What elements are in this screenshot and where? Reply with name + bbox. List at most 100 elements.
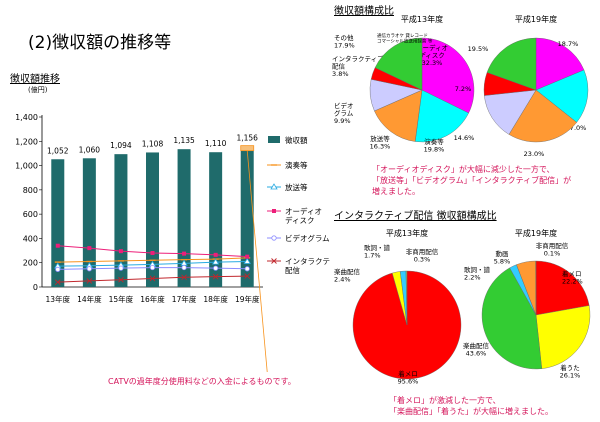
pie-slice-value: 9.9% bbox=[334, 117, 351, 125]
pie-slice-value: 32.3% bbox=[422, 59, 443, 67]
pie-title: 平成13年度 bbox=[401, 14, 443, 24]
series-marker bbox=[54, 279, 61, 285]
x-tick-label: 16年度 bbox=[140, 294, 165, 304]
pie-slice-label: 着メロ bbox=[398, 369, 418, 378]
pie-slice-value: 0.1% bbox=[544, 250, 561, 258]
series-marker bbox=[271, 235, 277, 241]
pie-title: 平成13年度 bbox=[386, 228, 428, 238]
legend-label: インタラクティブ bbox=[285, 256, 330, 266]
pie-slice-value: 14.6% bbox=[454, 134, 475, 142]
pie-slice-label: インタラクティブ bbox=[332, 54, 384, 63]
pie-slice bbox=[414, 89, 469, 143]
y-tick-label: 0 bbox=[33, 283, 38, 292]
legend-label: 配信 bbox=[285, 265, 300, 275]
pie-slice bbox=[405, 270, 408, 326]
series-marker bbox=[55, 266, 61, 272]
pie-slice-value: 7.2% bbox=[455, 85, 472, 93]
interactive-section-title: インタラクティブ配信 徴収額構成比 bbox=[334, 211, 497, 222]
bar-value-label: 1,052 bbox=[47, 146, 69, 155]
series-marker bbox=[212, 273, 219, 280]
pie-slice-value: 23.0% bbox=[524, 150, 545, 158]
pie-slice-value: 43.6% bbox=[466, 350, 487, 358]
pie-slice-label: 演奏等 bbox=[424, 137, 444, 146]
composition-section-title: 徴収額構成比 bbox=[334, 6, 394, 17]
series-marker bbox=[271, 258, 277, 264]
series-marker bbox=[272, 209, 276, 213]
pie-annotation: 通信カラオケ 貸レコード bbox=[377, 32, 428, 39]
pie-slice-value: 0.3% bbox=[414, 256, 431, 264]
composition-note: 「オーディオディスク」が大幅に減少した一方で、 「放送等」「ビデオグラム」「イン… bbox=[372, 164, 598, 197]
series-marker bbox=[87, 246, 92, 251]
bar bbox=[51, 159, 65, 287]
series-marker bbox=[181, 264, 187, 271]
footnote: CATVの過年度分使用料などの入金によるものです。 bbox=[108, 377, 296, 386]
pie-slice-value: 2.4% bbox=[334, 276, 351, 284]
pie-slice-value: 5.8% bbox=[494, 258, 511, 266]
series-marker bbox=[149, 275, 156, 282]
x-tick-label: 19年度 bbox=[235, 294, 260, 304]
pie-slice-label: 非商用配信 bbox=[536, 241, 569, 250]
series-marker bbox=[118, 276, 124, 283]
pie-title: 平成19年度 bbox=[515, 14, 557, 24]
pie-slice bbox=[374, 89, 423, 142]
bar bbox=[114, 154, 128, 287]
bar bbox=[240, 146, 254, 287]
pie-slice-value: 17.0% bbox=[566, 124, 587, 132]
interactive-note-line: 「楽曲配信」「着うた」が大幅に増えました。 bbox=[389, 407, 553, 416]
pie-slice-label: オーディオ bbox=[416, 43, 448, 52]
composition-note-line: 「オーディオディスク」が大幅に減少した一方で、 bbox=[372, 165, 555, 174]
y-tick-label: 400 bbox=[23, 234, 38, 243]
legend-label: 徴収額 bbox=[285, 135, 308, 145]
series-marker bbox=[55, 243, 60, 248]
legend-label: 演奏等 bbox=[285, 160, 308, 170]
series-marker bbox=[118, 265, 124, 271]
pie-slice-label: 歌詞・譜 bbox=[364, 243, 391, 252]
series-marker bbox=[245, 254, 250, 259]
highlight-box bbox=[240, 145, 255, 152]
pie-charts: 平成13年度オーディオディスク32.3%演奏等19.8%放送等16.3%ビデオグ… bbox=[332, 14, 591, 386]
series-marker bbox=[244, 266, 250, 272]
y-axis-label: (億円) bbox=[28, 85, 48, 94]
interactive-note-line: 「着メロ」が激減した一方で、 bbox=[389, 396, 501, 405]
footnote-leader bbox=[246, 150, 268, 373]
pie-slice bbox=[421, 37, 475, 114]
bar-value-label: 1,156 bbox=[236, 134, 258, 143]
series-marker bbox=[213, 265, 219, 271]
legend-label: ビデオグラム bbox=[285, 233, 330, 243]
pie-slice-label: 楽曲配信 bbox=[334, 267, 361, 276]
pie-slice-value: 22.2% bbox=[562, 278, 583, 286]
pie-slice bbox=[486, 37, 537, 91]
legend-label: オーディオ bbox=[285, 206, 322, 216]
series-marker bbox=[270, 183, 278, 190]
pie-slice-label: 楽曲配信 bbox=[463, 341, 490, 350]
series-marker bbox=[181, 274, 187, 281]
y-tick-label: 800 bbox=[23, 186, 38, 195]
pie-slice-value: 26.1% bbox=[560, 372, 581, 380]
bar-chart-title: 徴収額推移 bbox=[10, 74, 60, 85]
bar-value-label: 1,108 bbox=[142, 139, 164, 148]
bar-value-label: 1,110 bbox=[205, 139, 227, 148]
bar-value-label: 1,060 bbox=[79, 145, 101, 154]
y-tick-label: 1,200 bbox=[15, 137, 38, 146]
series-marker bbox=[86, 278, 93, 284]
bar-chart: (億円) 0 200 400 600 800 1,000 1,200 1,400 1,052 13年… bbox=[15, 85, 330, 373]
bar bbox=[209, 152, 223, 287]
pie-slice bbox=[374, 37, 423, 91]
pie-slice-value: 18.7% bbox=[558, 40, 579, 48]
pie-slice bbox=[481, 267, 542, 370]
y-tick-label: 600 bbox=[23, 210, 38, 219]
series-marker bbox=[150, 251, 155, 255]
pie-slice-label: その他 bbox=[334, 33, 354, 42]
x-tick-label: 14年度 bbox=[77, 294, 102, 304]
pie-slice-label: 動画 bbox=[496, 249, 509, 258]
pie-slice-label: 放送等 bbox=[370, 134, 390, 143]
interactive-note: 「着メロ」が激減した一方で、 「楽曲配信」「着うた」が大幅に増えました。 bbox=[389, 395, 589, 417]
pie-slice-value: 17.9% bbox=[334, 42, 355, 50]
series-marker bbox=[182, 251, 187, 256]
series-marker bbox=[86, 266, 92, 272]
pie-title: 平成19年度 bbox=[515, 228, 557, 238]
bar-value-label: 1,135 bbox=[173, 136, 195, 145]
bar-value-label: 1,094 bbox=[110, 141, 132, 150]
pie-slice-value: 19.5% bbox=[468, 45, 489, 53]
pie-slice bbox=[535, 305, 591, 369]
